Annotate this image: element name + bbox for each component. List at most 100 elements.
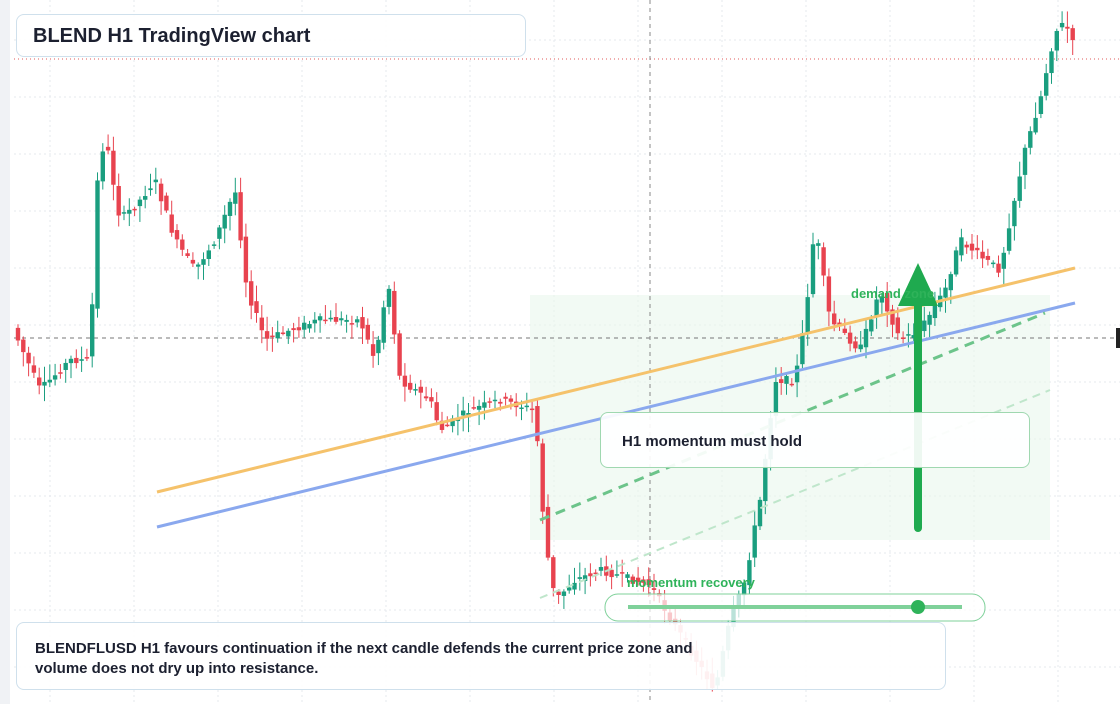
candle-body	[810, 244, 816, 295]
candle-body	[402, 375, 408, 387]
candle-body	[503, 396, 508, 399]
candle-body	[158, 183, 164, 202]
candle-body	[900, 337, 906, 340]
zone-label: demand zone	[851, 286, 934, 301]
candle-body	[217, 227, 222, 239]
candle-body	[227, 201, 233, 216]
candle-body	[588, 573, 593, 577]
candle-body	[349, 323, 355, 325]
candle-body	[593, 572, 598, 575]
candle-body	[291, 328, 296, 331]
candle-body	[339, 318, 344, 321]
candle-body	[408, 382, 413, 390]
candle-body	[180, 239, 185, 250]
candle-body	[922, 320, 927, 332]
candle-body	[413, 389, 418, 391]
candle-body	[127, 209, 132, 214]
title-box: BLEND H1 TradingView chart	[16, 14, 526, 57]
candle-body	[429, 397, 434, 402]
candle-body	[927, 314, 932, 325]
candle-body	[832, 313, 837, 325]
candle-body	[1044, 73, 1049, 96]
candle-body	[540, 443, 545, 512]
candle-body	[561, 591, 567, 596]
candle-body	[116, 186, 121, 216]
candle-body	[641, 579, 646, 583]
left-edge	[0, 0, 10, 704]
candle-body	[169, 214, 174, 233]
candle-body	[423, 396, 429, 399]
candle-body	[222, 214, 227, 229]
candle-body	[164, 195, 169, 211]
candle-body	[243, 236, 249, 283]
price-tag	[1116, 328, 1120, 348]
candle-body	[275, 332, 280, 339]
candle-body	[15, 327, 21, 341]
candle-body	[673, 618, 678, 625]
candle-body	[1017, 176, 1022, 201]
candle-body	[747, 560, 752, 586]
candle-body	[625, 574, 630, 578]
candle-body	[100, 151, 105, 182]
candle-body	[874, 299, 879, 317]
candle-body	[418, 386, 423, 393]
candle-body	[1038, 96, 1044, 115]
candle-body	[858, 344, 863, 350]
candle-body	[190, 259, 196, 264]
candle-body	[651, 588, 657, 590]
candle-body	[879, 296, 885, 303]
candle-body	[238, 192, 243, 241]
candle-body	[498, 401, 503, 404]
candle-body	[551, 557, 556, 589]
candle-body	[105, 146, 111, 151]
candle-body	[630, 576, 635, 584]
candle-body	[1006, 228, 1012, 251]
candle-body	[535, 406, 540, 442]
candle-body	[906, 334, 911, 336]
candle-body	[529, 408, 535, 411]
candle-body	[508, 398, 514, 402]
candle-body	[821, 247, 826, 276]
candle-body	[895, 317, 900, 334]
candle-body	[959, 237, 964, 256]
candle-body	[890, 309, 895, 325]
candle-body	[42, 381, 47, 386]
candle-body	[996, 263, 1001, 273]
candle-body	[206, 250, 211, 259]
candle-body	[264, 331, 270, 339]
arrow-head	[898, 263, 938, 306]
candle-body	[201, 259, 206, 265]
channel-line-lower	[539, 389, 1051, 599]
candle-body	[492, 399, 498, 402]
candle-body	[302, 322, 307, 330]
note: BLENDFLUSD H1 favours continuation if th…	[35, 640, 693, 677]
candle-body	[953, 250, 959, 275]
candle-body	[842, 328, 847, 333]
candle-body	[21, 339, 26, 353]
candle-body	[1001, 252, 1006, 269]
candle-body	[1059, 22, 1065, 28]
candle-body	[816, 243, 821, 246]
candle-body	[174, 230, 180, 240]
candle-body	[381, 307, 386, 343]
candle-body	[572, 582, 577, 590]
candle-body	[646, 579, 651, 586]
candle-body	[52, 375, 58, 380]
candle-body	[863, 328, 869, 348]
candle-body	[90, 304, 95, 357]
candle-body	[556, 591, 561, 595]
candle-body	[620, 572, 625, 574]
recovery-label: momentum recovery	[627, 575, 756, 590]
candle-body	[635, 577, 641, 582]
candle-body	[148, 188, 153, 191]
candle-body	[476, 405, 482, 410]
candle-body	[932, 305, 938, 319]
candle-body	[370, 344, 376, 356]
candle-body	[132, 208, 137, 211]
candle-body	[800, 333, 805, 365]
candle-body	[63, 362, 68, 370]
candle-body	[794, 365, 800, 383]
candle-body	[482, 402, 487, 408]
